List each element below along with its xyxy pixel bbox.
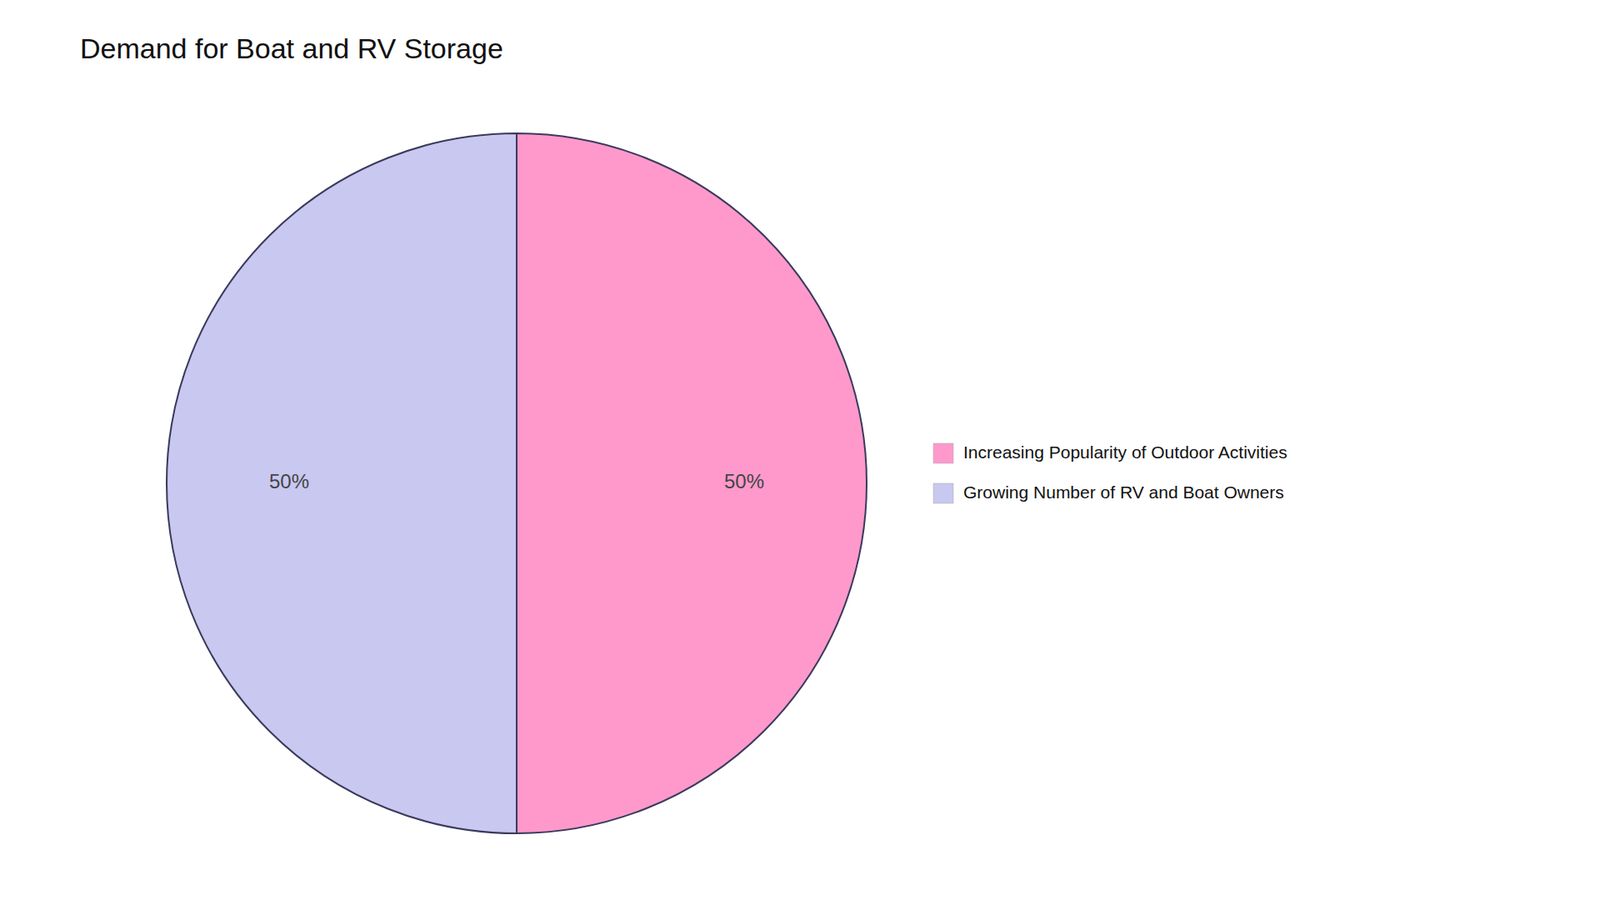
- title: Demand for Boat and RV Storage: [80, 32, 504, 65]
- data-label: 50%: [724, 470, 765, 493]
- pie: [166, 133, 867, 834]
- legend-swatch: [933, 483, 954, 504]
- legend: Increasing Popularity of Outdoor Activit…: [933, 442, 1288, 504]
- data-labels: 50% 50%: [269, 470, 765, 493]
- pie-slice: [166, 133, 517, 834]
- legend-swatch: [933, 443, 954, 464]
- pie-slice: [516, 133, 867, 834]
- legend-label: Increasing Popularity of Outdoor Activit…: [963, 442, 1288, 462]
- legend-item: Growing Number of RV and Boat Owners: [933, 482, 1285, 504]
- legend-label: Growing Number of RV and Boat Owners: [963, 482, 1285, 502]
- chart-root: Demand for Boat and RV Storage 50% 50% Incr…: [0, 0, 1600, 900]
- data-label: 50%: [269, 470, 310, 493]
- legend-item: Increasing Popularity of Outdoor Activit…: [933, 442, 1288, 464]
